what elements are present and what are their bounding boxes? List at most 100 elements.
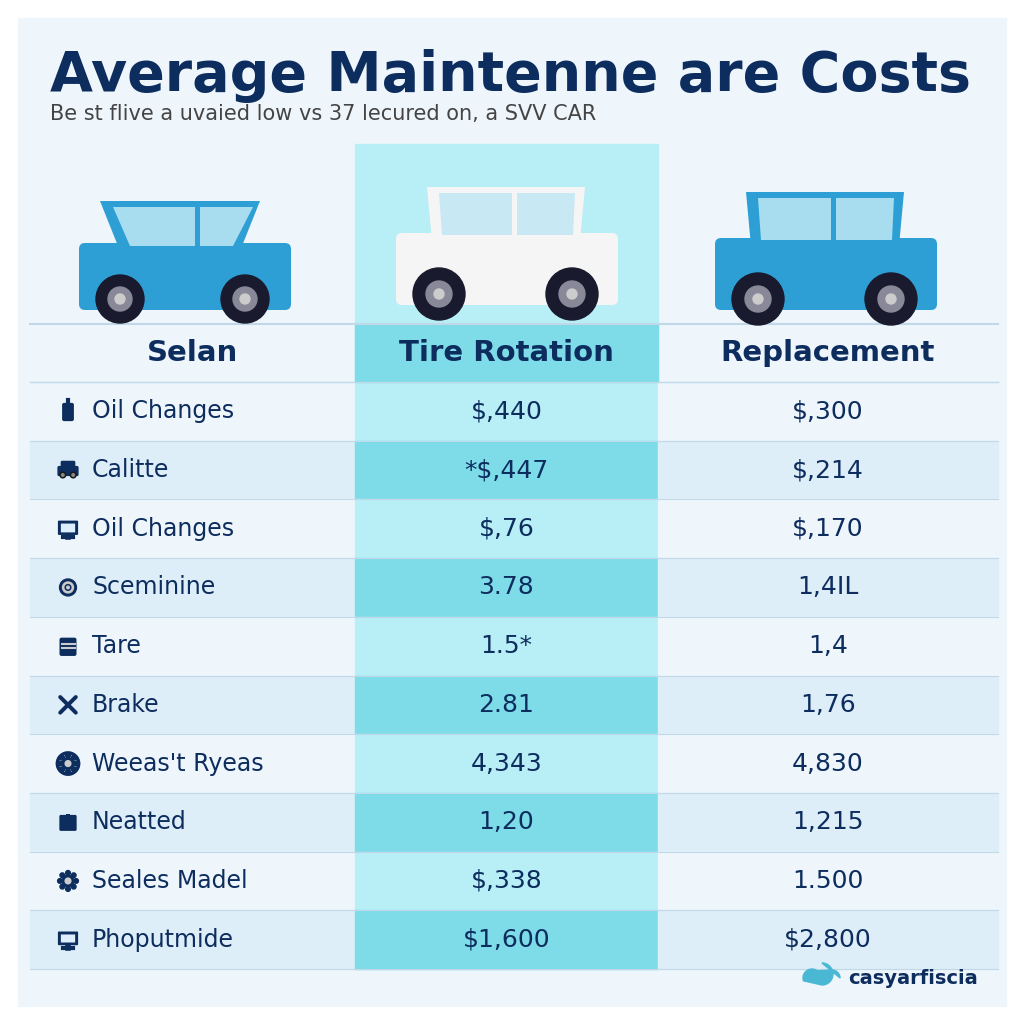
Bar <box>658 793 998 852</box>
Polygon shape <box>758 198 831 240</box>
Bar <box>355 616 658 676</box>
Bar <box>658 910 998 969</box>
Bar <box>355 734 658 793</box>
Polygon shape <box>200 207 253 246</box>
Text: Weeas't Ryeas: Weeas't Ryeas <box>92 752 263 775</box>
Circle shape <box>546 268 598 319</box>
Bar <box>658 440 998 500</box>
Circle shape <box>62 876 74 887</box>
Polygon shape <box>803 963 840 985</box>
Circle shape <box>567 289 577 299</box>
Text: 1,4: 1,4 <box>808 634 848 658</box>
FancyBboxPatch shape <box>59 638 77 656</box>
Circle shape <box>434 289 444 299</box>
Text: Neatted: Neatted <box>92 810 186 835</box>
Circle shape <box>59 579 77 596</box>
Circle shape <box>413 268 465 319</box>
Text: Selan: Selan <box>146 339 239 367</box>
Text: $,300: $,300 <box>793 399 864 423</box>
Polygon shape <box>100 201 260 251</box>
Bar <box>658 382 998 440</box>
Circle shape <box>66 585 71 590</box>
Circle shape <box>66 753 71 758</box>
Text: $2,800: $2,800 <box>784 928 871 951</box>
Text: $,338: $,338 <box>471 869 543 893</box>
Text: 1.5*: 1.5* <box>480 634 532 658</box>
Bar <box>30 793 355 852</box>
Text: $,440: $,440 <box>471 399 543 423</box>
Circle shape <box>72 872 76 878</box>
Circle shape <box>57 879 62 884</box>
Circle shape <box>753 294 763 304</box>
Bar <box>30 500 355 558</box>
Text: 4,343: 4,343 <box>471 752 543 775</box>
Bar <box>658 558 998 616</box>
Text: Oil Changes: Oil Changes <box>92 399 234 423</box>
Bar <box>658 500 998 558</box>
Circle shape <box>745 286 771 312</box>
Circle shape <box>233 287 257 311</box>
Circle shape <box>72 767 76 772</box>
Text: Seales Madel: Seales Madel <box>92 869 248 893</box>
Text: 2.81: 2.81 <box>478 693 535 717</box>
Bar <box>355 558 658 616</box>
Circle shape <box>71 472 76 478</box>
FancyBboxPatch shape <box>59 815 77 830</box>
Circle shape <box>732 273 784 325</box>
Circle shape <box>72 756 76 760</box>
Bar <box>67 814 70 816</box>
Bar <box>30 382 355 440</box>
Text: Replacement: Replacement <box>721 339 935 367</box>
Circle shape <box>221 275 269 323</box>
Text: Average Maintenne are Costs: Average Maintenne are Costs <box>50 49 971 103</box>
FancyBboxPatch shape <box>58 932 78 945</box>
Bar <box>355 440 658 500</box>
Circle shape <box>62 758 74 769</box>
Polygon shape <box>113 207 195 246</box>
FancyBboxPatch shape <box>79 243 291 310</box>
Polygon shape <box>746 193 904 246</box>
Circle shape <box>60 756 65 760</box>
Polygon shape <box>836 198 894 240</box>
FancyBboxPatch shape <box>715 238 937 310</box>
Polygon shape <box>439 193 512 234</box>
FancyBboxPatch shape <box>62 402 74 421</box>
Bar <box>658 852 998 910</box>
Circle shape <box>66 879 71 884</box>
Circle shape <box>61 474 65 476</box>
Bar <box>30 440 355 500</box>
Bar <box>355 910 658 969</box>
Circle shape <box>60 472 66 478</box>
Text: 3.78: 3.78 <box>478 575 535 599</box>
Bar <box>658 616 998 676</box>
Circle shape <box>74 761 79 766</box>
Text: 1,215: 1,215 <box>793 810 864 835</box>
Text: 1.500: 1.500 <box>793 869 863 893</box>
Circle shape <box>72 885 76 889</box>
Bar <box>658 734 998 793</box>
Text: Sceminine: Sceminine <box>92 575 215 599</box>
Bar <box>30 734 355 793</box>
FancyBboxPatch shape <box>60 461 76 469</box>
Text: Phoputmide: Phoputmide <box>92 928 234 951</box>
Bar <box>30 616 355 676</box>
FancyBboxPatch shape <box>60 523 75 532</box>
Text: 1,4IL: 1,4IL <box>798 575 859 599</box>
Text: Tire Rotation: Tire Rotation <box>399 339 614 367</box>
Text: $1,600: $1,600 <box>463 928 550 951</box>
Circle shape <box>66 870 71 876</box>
Circle shape <box>66 761 71 766</box>
Text: $,170: $,170 <box>793 517 864 541</box>
Text: Calitte: Calitte <box>92 458 169 482</box>
Circle shape <box>60 872 65 878</box>
Text: Brake: Brake <box>92 693 160 717</box>
Text: $,214: $,214 <box>792 458 864 482</box>
Circle shape <box>62 582 74 593</box>
Bar <box>355 793 658 852</box>
Text: Oil Changes: Oil Changes <box>92 517 234 541</box>
Circle shape <box>57 761 62 766</box>
Circle shape <box>886 294 896 304</box>
Circle shape <box>115 294 125 304</box>
Text: Be st flive a uvaied low vs 37 lecured on, a SVV CAR: Be st flive a uvaied low vs 37 lecured o… <box>50 104 596 124</box>
Text: 1,76: 1,76 <box>800 693 856 717</box>
